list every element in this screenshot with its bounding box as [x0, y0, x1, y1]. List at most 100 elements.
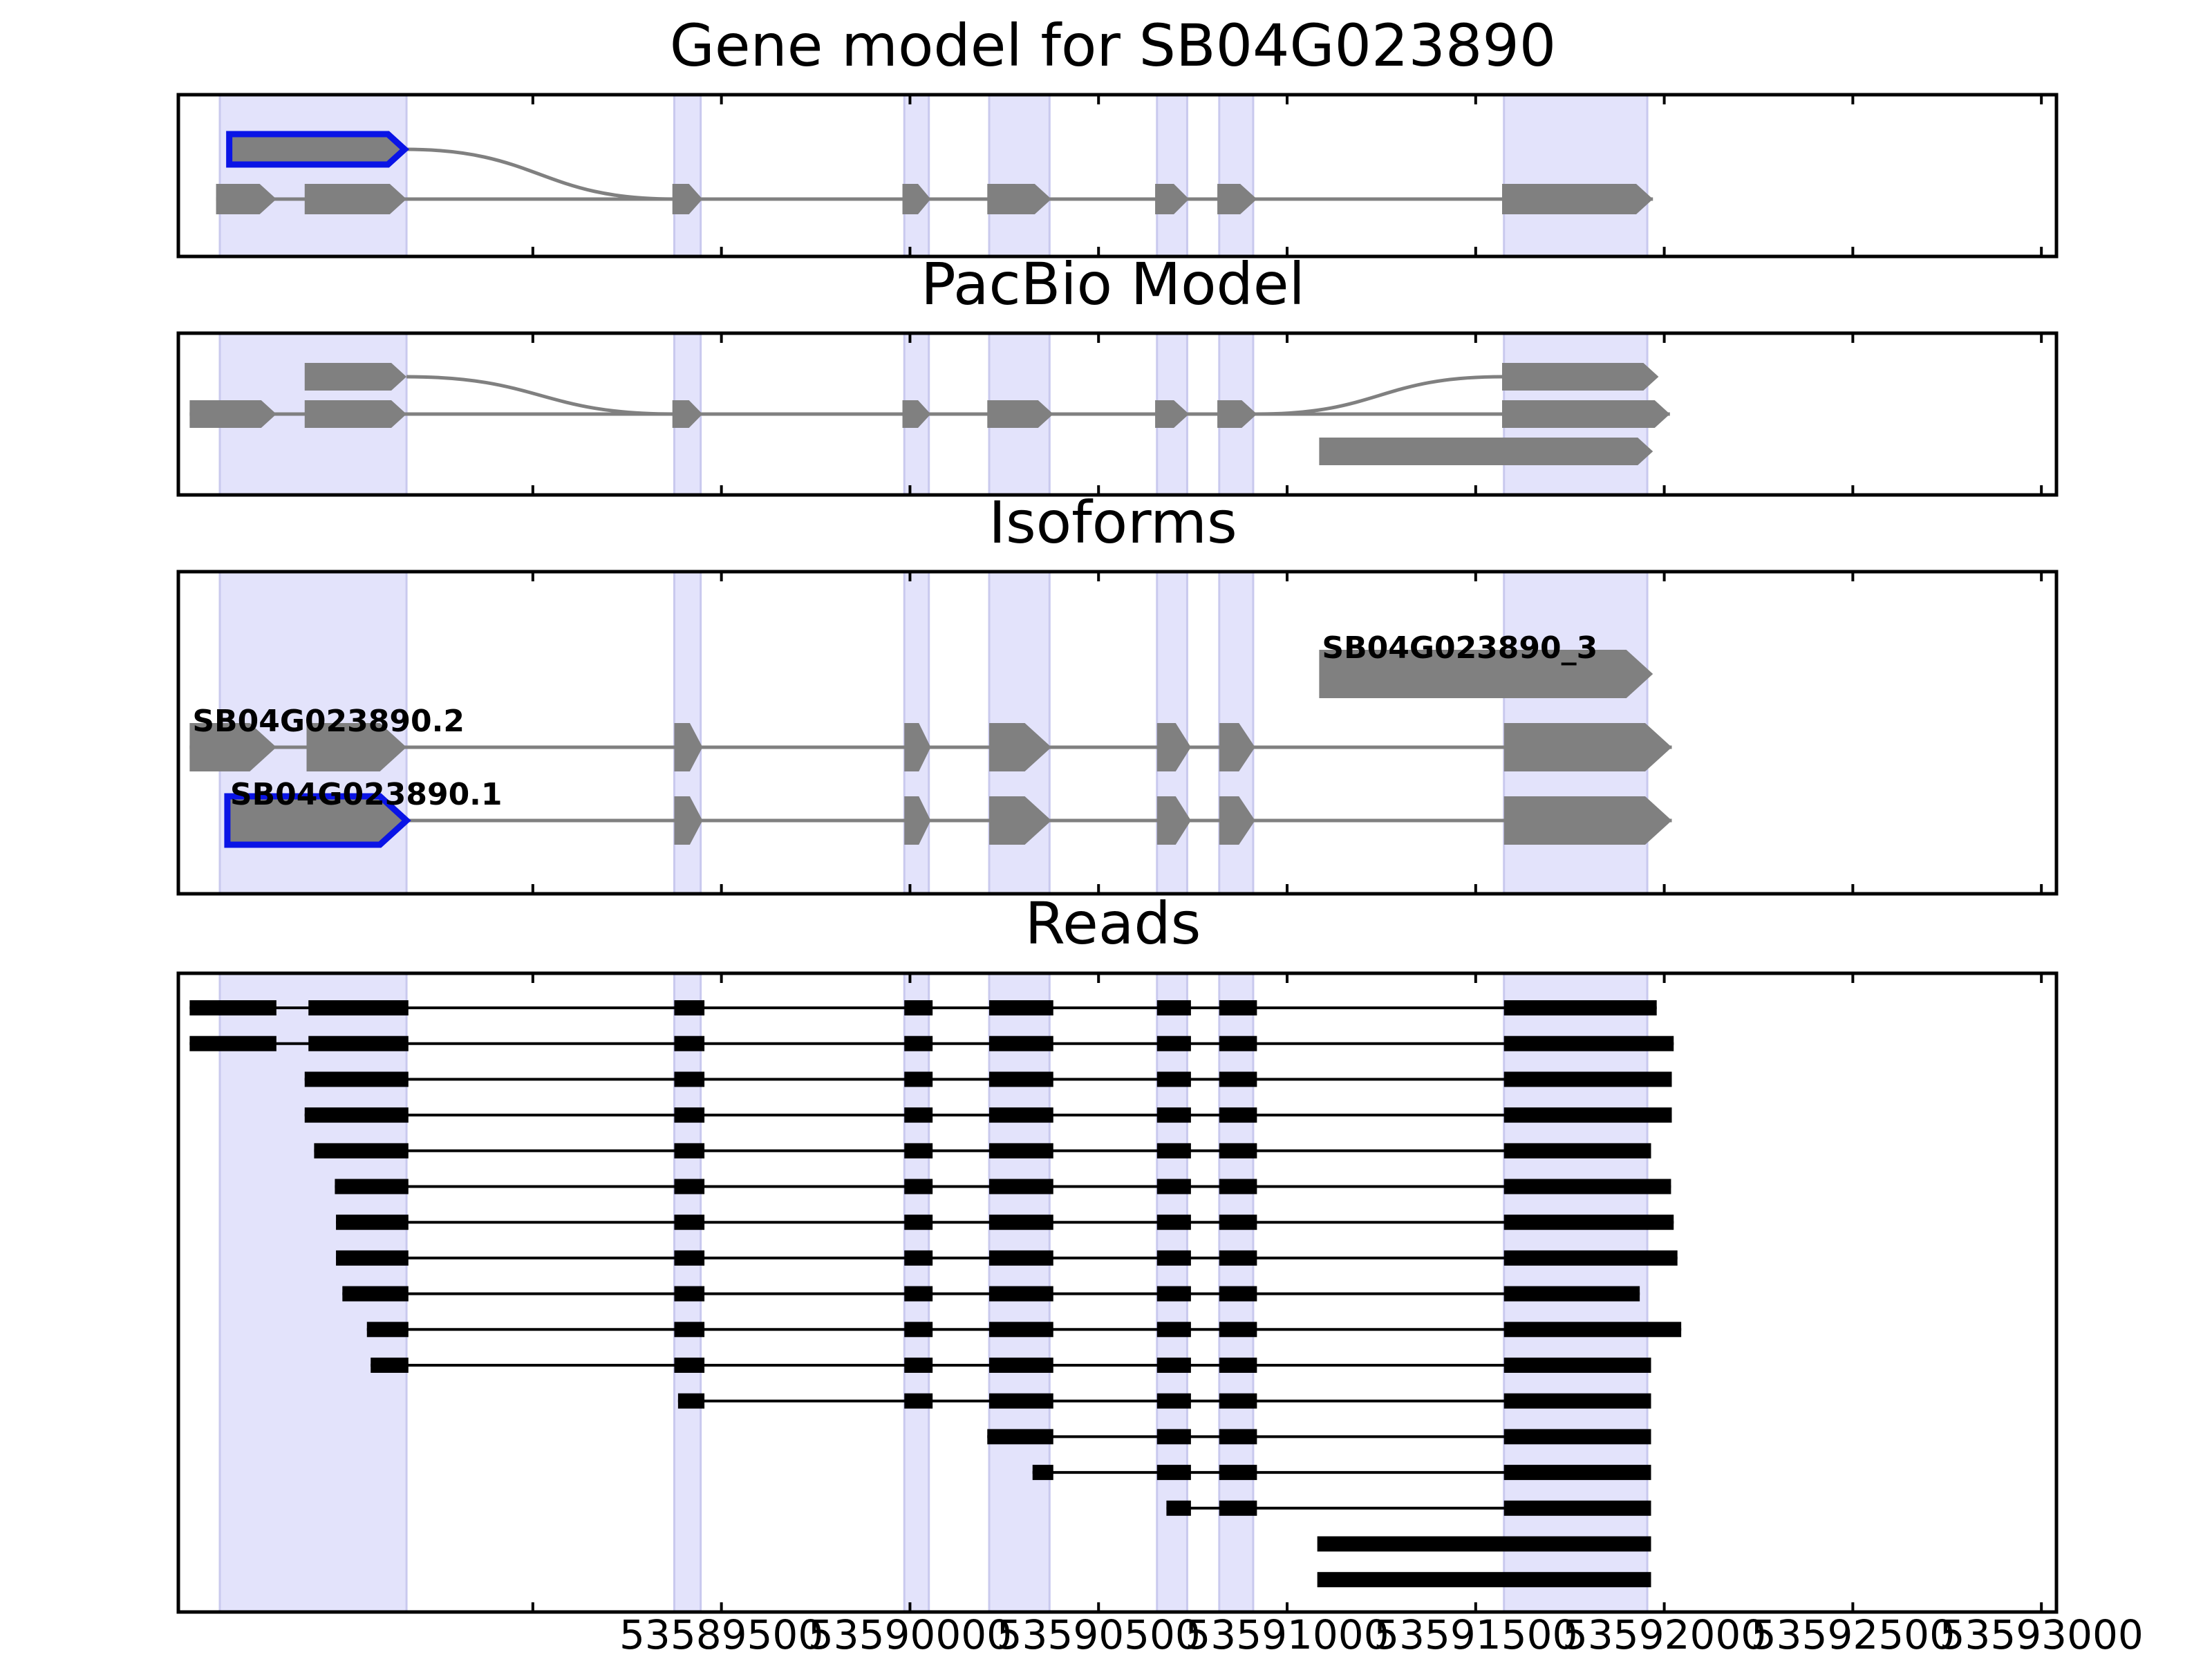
read-row	[304, 1107, 1672, 1123]
transcript-track	[226, 131, 675, 201]
x-axis-tick-labels: 5358950053590000535905005359100053591500…	[619, 1611, 2144, 1658]
transcript-track	[1257, 363, 1659, 416]
exon-arrow	[672, 400, 703, 428]
read-exon-block	[904, 1107, 933, 1123]
read-exon-block	[989, 1322, 1053, 1338]
exon-arrow	[902, 400, 931, 428]
read-exon-block	[989, 1035, 1053, 1051]
read-row	[1166, 1500, 1651, 1516]
shaded-region	[1156, 93, 1188, 258]
read-exon-block	[1156, 1215, 1191, 1230]
read-row	[314, 1143, 1651, 1159]
read-exon-block	[1219, 1143, 1257, 1159]
read-exon-block	[1219, 1500, 1257, 1516]
read-exon-block	[304, 1107, 409, 1123]
read-exon-block	[904, 1286, 933, 1302]
reads-panel	[176, 971, 2059, 1614]
read-exon-block	[1317, 1572, 1651, 1588]
read-exon-block	[304, 1071, 409, 1087]
read-exon-block	[308, 1000, 409, 1015]
read-exon-block	[1156, 1000, 1191, 1015]
read-exon-block	[1503, 1500, 1651, 1516]
read-exon-block	[1219, 1179, 1257, 1194]
shaded-region	[673, 93, 702, 258]
transcript-track	[1319, 438, 1653, 465]
read-row	[304, 1071, 1672, 1087]
gene-model-panel	[176, 93, 2059, 259]
read-row	[342, 1286, 1640, 1302]
read-exon-block	[989, 1393, 1053, 1409]
x-tick-label: 53590000	[808, 1611, 1012, 1658]
read-exon-block	[189, 1000, 276, 1015]
read-exon-block	[674, 1322, 705, 1338]
read-exon-block	[335, 1179, 409, 1194]
exon-arrow	[1501, 363, 1659, 391]
shaded-region	[218, 93, 408, 258]
read-row	[677, 1393, 1651, 1409]
read-exon-block	[1219, 1393, 1257, 1409]
read-exon-block	[1503, 1322, 1682, 1338]
read-exon-block	[1166, 1500, 1191, 1516]
exon-arrow	[904, 796, 931, 845]
read-row	[336, 1215, 1674, 1230]
read-exon-block	[1219, 1250, 1257, 1266]
exon-arrow	[987, 400, 1053, 428]
read-exon-block	[1503, 1250, 1678, 1266]
read-exon-block	[904, 1250, 933, 1266]
panel-frame	[176, 331, 2059, 497]
exon-arrow	[1319, 438, 1653, 465]
exon-arrow	[1503, 723, 1672, 771]
exon-arrow	[987, 184, 1052, 214]
read-exon-block	[1219, 1358, 1257, 1373]
shaded-region	[1503, 93, 1649, 258]
read-exon-block	[189, 1035, 276, 1051]
read-exon-block	[1317, 1536, 1651, 1552]
exon-arrow	[1155, 400, 1190, 428]
read-exon-block	[904, 1000, 933, 1015]
exon-arrow	[672, 184, 703, 214]
read-exon-block	[989, 1143, 1053, 1159]
x-tick-label: 53593000	[1940, 1611, 2144, 1658]
read-exon-block	[674, 1215, 705, 1230]
read-row	[335, 1179, 1671, 1194]
read-exon-block	[342, 1286, 409, 1302]
read-row	[189, 1000, 1657, 1015]
read-exon-block	[1156, 1035, 1191, 1051]
exon-arrow	[1156, 796, 1191, 845]
read-exon-block	[904, 1179, 933, 1194]
read-exon-block	[1156, 1465, 1191, 1481]
exon-arrow	[904, 723, 931, 771]
x-tick-label: 53591000	[1185, 1611, 1389, 1658]
read-exon-block	[674, 1358, 705, 1373]
exon-arrow	[304, 400, 407, 428]
read-exon-block	[674, 1107, 705, 1123]
exon-arrow	[1155, 184, 1190, 214]
exon-arrow	[189, 723, 276, 771]
exon-arrow	[1156, 723, 1191, 771]
read-row	[189, 1035, 1674, 1051]
read-exon-block	[1219, 1107, 1257, 1123]
x-tick-label: 53592500	[1751, 1611, 1955, 1658]
read-exon-block	[989, 1215, 1053, 1230]
x-tick-label: 53592000	[1562, 1611, 1766, 1658]
transcript-track	[216, 184, 1653, 214]
isoform-label: SB04G023890.2	[192, 704, 465, 739]
read-exon-block	[1032, 1465, 1053, 1481]
transcript-track: SB04G023890.2	[189, 704, 1672, 771]
isoform-label: SB04G023890_3	[1322, 630, 1597, 666]
read-exon-block	[1503, 1358, 1651, 1373]
exon-arrow	[1501, 400, 1670, 428]
transcript-track: SB04G023890.1	[224, 777, 1672, 848]
read-exon-block	[1219, 1429, 1257, 1445]
read-exon-block	[674, 1035, 705, 1051]
read-exon-block	[1503, 1035, 1674, 1051]
shaded-region	[903, 93, 930, 258]
exon-arrow	[189, 400, 276, 428]
read-exon-block	[1156, 1322, 1191, 1338]
read-exon-block	[1503, 1429, 1651, 1445]
read-exon-block	[904, 1143, 933, 1159]
read-exon-block	[904, 1358, 933, 1373]
read-exon-block	[1156, 1393, 1191, 1409]
isoform-label: SB04G023890.1	[230, 777, 503, 812]
